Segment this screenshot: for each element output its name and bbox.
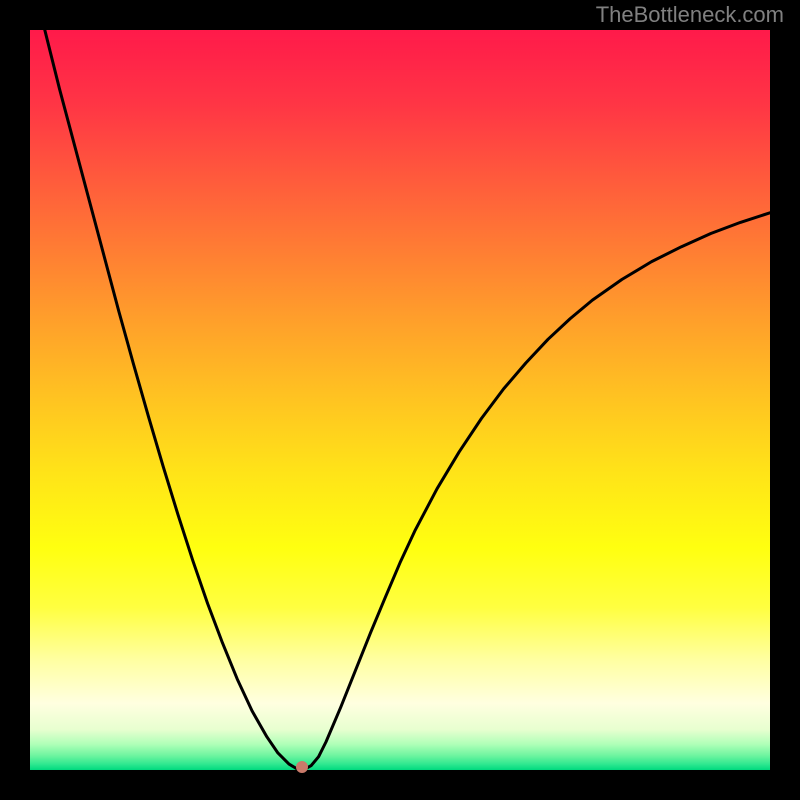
watermark-text: TheBottleneck.com <box>596 2 784 28</box>
chart-container: TheBottleneck.com <box>0 0 800 800</box>
minimum-marker-dot <box>296 761 308 773</box>
bottleneck-curve <box>45 30 770 770</box>
curve-svg <box>30 30 770 770</box>
plot-area <box>30 30 770 770</box>
